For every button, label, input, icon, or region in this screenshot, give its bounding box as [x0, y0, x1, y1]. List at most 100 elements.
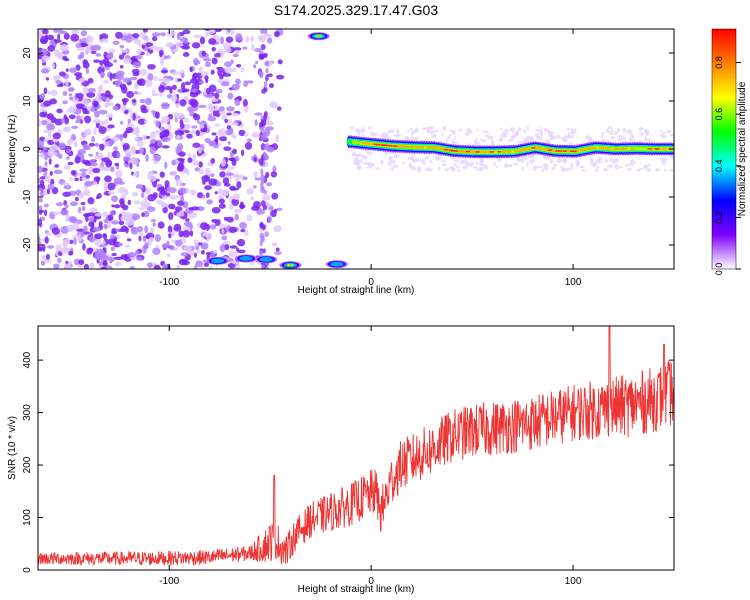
noise-speckle [504, 128, 509, 134]
noise-speckle [625, 164, 628, 168]
noise-speckle [81, 171, 87, 178]
noise-speckle [124, 212, 133, 221]
noise-speckle [224, 67, 233, 74]
noise-speckle [243, 105, 249, 113]
noise-speckle [132, 112, 136, 121]
noise-speckle [152, 247, 161, 255]
noise-speckle [659, 133, 665, 137]
noise-speckle [63, 184, 72, 190]
snr-y-tick-label: 100 [22, 509, 33, 526]
noise-speckle [89, 262, 95, 269]
noise-speckle [174, 41, 184, 47]
noise-speckle [46, 179, 51, 183]
noise-speckle [253, 64, 257, 69]
noise-speckle [190, 99, 199, 108]
noise-speckle [143, 196, 149, 201]
noise-speckle [366, 151, 373, 155]
noise-speckle [191, 125, 198, 129]
noise-speckle [270, 171, 278, 178]
noise-speckle [87, 197, 95, 205]
noise-speckle [47, 183, 55, 191]
noise-speckle [133, 91, 138, 95]
noise-speckle [147, 63, 156, 70]
noise-speckle [119, 45, 125, 49]
noise-speckle [93, 127, 97, 136]
noise-speckle [263, 113, 268, 121]
noise-speckle [556, 158, 562, 164]
noise-speckle [610, 164, 613, 168]
noise-speckle [568, 135, 575, 139]
noise-speckle [122, 77, 132, 83]
noise-speckle [259, 50, 264, 55]
noise-speckle [159, 92, 163, 97]
noise-speckle [160, 59, 165, 66]
noise-speckle [159, 49, 164, 56]
ridge-segment [453, 150, 459, 152]
noise-speckle [100, 65, 104, 69]
noise-speckle [480, 164, 487, 167]
spectrogram-y-tick-label: 10 [22, 95, 33, 107]
noise-speckle [56, 108, 63, 114]
noise-speckle [54, 164, 59, 168]
noise-speckle [414, 136, 419, 141]
noise-speckle [149, 226, 154, 234]
noise-speckle [83, 263, 89, 269]
noise-speckle [44, 236, 49, 244]
noise-speckle [521, 155, 528, 160]
noise-speckle [535, 128, 540, 132]
noise-speckle [204, 61, 211, 68]
noise-speckle [52, 211, 62, 215]
noise-speckle [211, 46, 216, 52]
noise-speckle [601, 134, 604, 139]
noise-speckle [131, 191, 139, 197]
noise-speckle [87, 77, 94, 84]
noise-speckle [180, 258, 188, 263]
noise-speckle [131, 68, 140, 74]
noise-speckle [63, 264, 72, 269]
noise-speckle [167, 225, 173, 233]
noise-speckle [606, 128, 609, 131]
noise-speckle [131, 213, 141, 221]
noise-speckle [117, 242, 123, 247]
noise-speckle [227, 92, 234, 100]
noise-speckle [221, 235, 228, 241]
noise-speckle [627, 163, 631, 167]
noise-speckle [102, 79, 110, 84]
spectrogram-y-tick-label: 20 [22, 47, 33, 59]
snr-x-axis-label: Height of straight line (km) [298, 584, 415, 595]
noise-speckle [232, 173, 241, 178]
noise-speckle [142, 245, 149, 250]
noise-speckle [262, 248, 266, 254]
noise-speckle [503, 163, 509, 169]
noise-speckle [454, 136, 457, 141]
noise-speckle [138, 207, 146, 211]
noise-speckle [53, 263, 60, 269]
noise-speckle [93, 59, 101, 63]
noise-speckle [171, 84, 177, 91]
noise-speckle [549, 158, 554, 164]
noise-speckle [160, 102, 170, 110]
noise-speckle [363, 161, 370, 165]
spectrogram-y-axis-label: Frequency (Hz) [7, 115, 18, 184]
noise-speckle [210, 173, 215, 177]
noise-speckle [38, 236, 41, 244]
noise-speckle [208, 140, 217, 147]
noise-speckle [200, 222, 209, 231]
noise-speckle [491, 139, 495, 144]
noise-speckle [263, 152, 268, 161]
noise-speckle [51, 63, 56, 69]
noise-speckle [618, 134, 623, 138]
noise-speckle [234, 155, 240, 162]
noise-speckle [449, 129, 456, 133]
noise-speckle [226, 106, 235, 112]
spectrogram-x-tick-label: 0 [368, 277, 374, 288]
noise-speckle [613, 131, 618, 136]
noise-speckle [103, 223, 108, 230]
noise-speckle [222, 177, 230, 185]
noise-speckle [509, 127, 515, 133]
noise-speckle [85, 214, 89, 222]
noise-speckle [144, 97, 152, 106]
noise-speckle [595, 158, 601, 164]
noise-speckle [480, 138, 483, 142]
noise-speckle [258, 158, 264, 166]
